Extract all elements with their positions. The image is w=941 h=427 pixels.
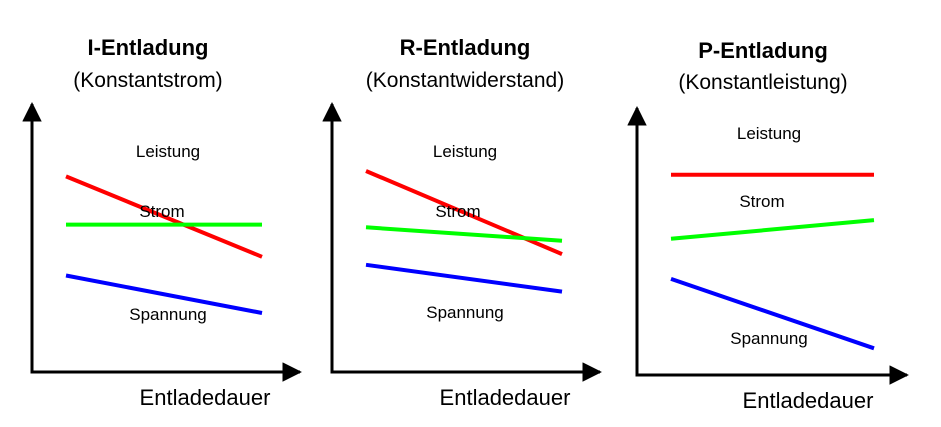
series-line-spannung	[65, 273, 263, 315]
series-line-spannung	[365, 262, 563, 294]
series-line-leistung	[65, 174, 263, 259]
chart-panel-p-entladung: P-Entladung (Konstantleistung) Entladedaue…	[627, 38, 909, 413]
chart-title: I-Entladung	[88, 35, 209, 60]
series-label-strom: Strom	[435, 202, 480, 221]
series-line-strom	[365, 225, 563, 243]
series-label-spannung: Spannung	[730, 329, 808, 348]
chart-panel-i-entladung: I-Entladung (Konstantstrom) Entladedauer Le…	[22, 35, 302, 410]
chart-subtitle: (Konstantwiderstand)	[366, 69, 564, 92]
chart-title: R-Entladung	[400, 35, 531, 60]
x-axis-label: Entladedauer	[743, 388, 874, 413]
series-label-spannung: Spannung	[129, 305, 207, 324]
series-label-strom: Strom	[139, 202, 184, 221]
series-label-leistung: Leistung	[433, 142, 497, 161]
series-line-spannung	[670, 277, 875, 351]
chart-subtitle: (Konstantleistung)	[678, 71, 847, 94]
x-axis-label: Entladedauer	[140, 385, 271, 410]
chart-title: P-Entladung	[698, 38, 828, 63]
series-label-spannung: Spannung	[426, 303, 504, 322]
series-label-leistung: Leistung	[136, 142, 200, 161]
series-line-strom	[670, 218, 875, 241]
x-axis-label: Entladedauer	[440, 385, 571, 410]
chart-panel-r-entladung: R-Entladung (Konstantwiderstand) Entladeda…	[322, 35, 602, 410]
series-label-strom: Strom	[739, 192, 784, 211]
chart-subtitle: (Konstantstrom)	[73, 69, 222, 92]
series-label-leistung: Leistung	[737, 124, 801, 143]
